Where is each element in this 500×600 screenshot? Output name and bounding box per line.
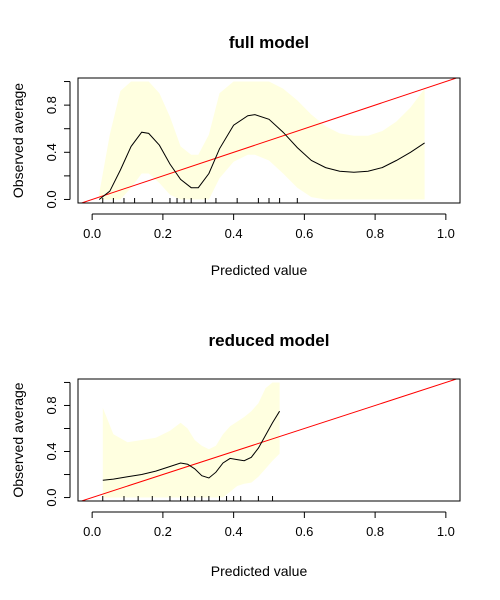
chart-panel-1: 0.0 0.2 0.4 0.6 0.8 1.0 0.0 0.4 0.8 full model Pre… [10, 33, 461, 278]
x-tick-label: 0.4 [225, 524, 243, 539]
reference-line [79, 379, 459, 501]
x-tick-label: 0.0 [83, 226, 101, 241]
y-tick-label: 0.4 [44, 143, 59, 161]
x-tick-label: 1.0 [437, 226, 455, 241]
y-tick-label: 0.0 [44, 190, 59, 208]
x-tick-label: 0.8 [366, 226, 384, 241]
calibration-curve [98, 114, 425, 200]
plot-frame [77, 378, 461, 502]
y-axis-label: Observed average [10, 382, 26, 497]
y-tick-label: 0.4 [44, 442, 59, 460]
x-tick-label: 0.0 [83, 524, 101, 539]
chart-title: reduced model [209, 331, 330, 350]
x-tick-label: 1.0 [437, 524, 455, 539]
x-axis-label: Predicted value [211, 563, 308, 579]
x-tick-label: 0.4 [225, 226, 243, 241]
confidence-band [102, 382, 280, 498]
x-tick-label: 0.6 [295, 226, 313, 241]
x-tick-label: 0.2 [154, 524, 172, 539]
x-tick-label: 0.2 [154, 226, 172, 241]
y-tick-label: 0.8 [44, 396, 59, 414]
chart-panel-2: 0.0 0.2 0.4 0.6 0.8 1.0 0.0 0.4 0.8 reduced model… [10, 331, 461, 579]
x-tick-label: 0.6 [295, 524, 313, 539]
confidence-band [99, 81, 425, 200]
y-axis-label: Observed average [10, 83, 26, 198]
reference-line [79, 78, 459, 203]
chart-title: full model [229, 33, 309, 52]
plot-frame [77, 77, 461, 204]
plot-area [79, 379, 459, 501]
y-tick-label: 0.8 [44, 96, 59, 114]
y-tick-label: 0.0 [44, 489, 59, 507]
calibration-curve [102, 410, 281, 481]
plot-area [79, 78, 459, 203]
x-axis-label: Predicted value [211, 262, 308, 278]
x-tick-label: 0.8 [366, 524, 384, 539]
